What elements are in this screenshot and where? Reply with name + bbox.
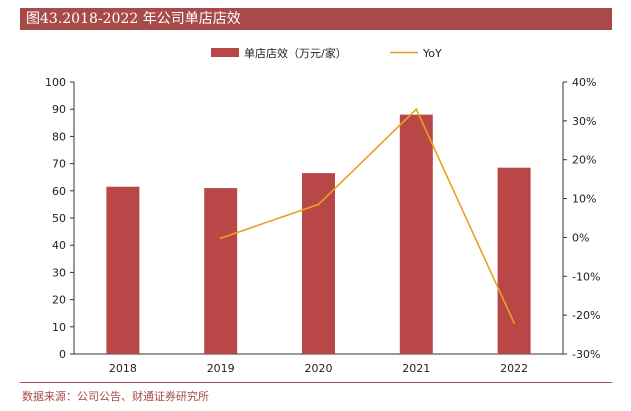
- source-note: 数据来源：公司公告、财通证券研究所: [22, 390, 209, 403]
- x-tick-label: 2020: [305, 362, 333, 375]
- bar: [399, 114, 433, 354]
- bar: [204, 188, 238, 354]
- x-tick-label: 2019: [207, 362, 235, 375]
- left-tick-label: 0: [59, 348, 66, 361]
- x-tick-label: 2018: [109, 362, 137, 375]
- left-tick-label: 70: [52, 158, 66, 171]
- x-tick-label: 2022: [500, 362, 528, 375]
- left-tick-label: 20: [52, 294, 66, 307]
- left-tick-label: 60: [52, 185, 66, 198]
- yoy-line: [220, 107, 515, 324]
- yoy-point: [317, 203, 320, 206]
- right-tick-label: -20%: [572, 309, 600, 322]
- left-tick-label: 100: [45, 76, 66, 89]
- right-tick-label: -30%: [572, 348, 600, 361]
- yoy-point: [219, 237, 222, 240]
- x-tick-label: 2021: [402, 362, 430, 375]
- left-tick-label: 50: [52, 212, 66, 225]
- right-tick-label: 20%: [572, 154, 596, 167]
- legend-bar-swatch: [211, 48, 239, 57]
- bar: [302, 173, 335, 354]
- left-tick-label: 10: [52, 321, 66, 334]
- bar: [106, 186, 140, 354]
- yoy-point: [513, 321, 516, 324]
- left-tick-label: 90: [52, 103, 66, 116]
- right-tick-label: 40%: [572, 76, 596, 89]
- right-tick-label: 30%: [572, 115, 596, 128]
- right-tick-label: -10%: [572, 270, 600, 283]
- source-divider: [20, 382, 612, 383]
- left-tick-label: 30: [52, 266, 66, 279]
- right-tick-label: 10%: [572, 193, 596, 206]
- right-tick-label: 0%: [572, 231, 589, 244]
- bar: [497, 167, 531, 354]
- chart-title: 图43.2018-2022 年公司单店店效: [20, 8, 612, 30]
- legend-line-label: YoY: [422, 47, 442, 60]
- left-tick-label: 80: [52, 130, 66, 143]
- legend-bar-label: 单店店效（万元/家）: [244, 46, 347, 60]
- yoy-point: [415, 108, 418, 111]
- left-tick-label: 40: [52, 239, 66, 252]
